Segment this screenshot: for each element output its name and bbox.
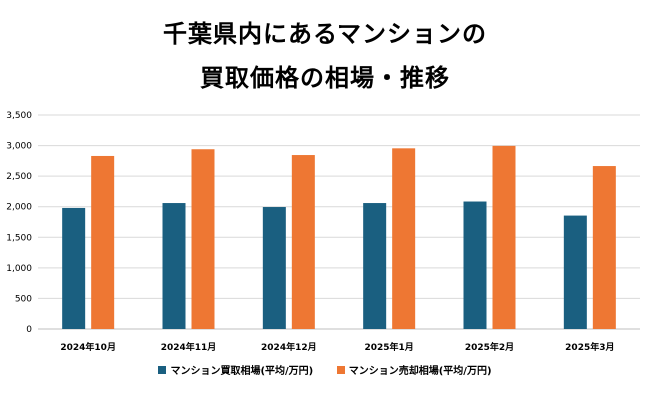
legend-item-buy: マンション買取相場(平均/万円) bbox=[158, 362, 313, 377]
chart-title: 千葉県内にあるマンションの 買取価格の相場・推移 bbox=[0, 12, 650, 100]
bar-buy bbox=[563, 215, 587, 329]
bar-buy bbox=[363, 203, 387, 329]
legend-label-sell: マンション売却相場(平均/万円) bbox=[348, 366, 492, 377]
y-tick-label: 3,000 bbox=[6, 142, 32, 152]
y-tick-label: 1,000 bbox=[6, 264, 32, 274]
y-tick-label: 500 bbox=[15, 294, 32, 304]
bar-sell bbox=[291, 155, 315, 329]
x-tick-label: 2024年10月 bbox=[60, 341, 116, 353]
chart-title-line-1: 千葉県内にあるマンションの bbox=[162, 20, 488, 48]
bar-buy bbox=[62, 207, 86, 329]
x-tick-label: 2025年3月 bbox=[565, 341, 614, 353]
bar-sell bbox=[392, 148, 416, 329]
chart-legend: マンション買取相場(平均/万円) マンション売却相場(平均/万円) bbox=[0, 362, 650, 377]
x-tick-label: 2025年2月 bbox=[465, 341, 514, 353]
legend-item-sell: マンション売却相場(平均/万円) bbox=[336, 362, 492, 377]
bar-buy bbox=[162, 203, 186, 329]
y-tick-label: 1,500 bbox=[6, 233, 32, 243]
x-tick-label: 2024年11月 bbox=[161, 341, 217, 353]
legend-swatch-sell bbox=[336, 365, 345, 374]
y-tick-label: 0 bbox=[26, 325, 32, 335]
legend-swatch-buy bbox=[158, 365, 167, 374]
y-tick-label: 3,500 bbox=[6, 111, 32, 121]
x-tick-label: 2024年12月 bbox=[261, 341, 317, 353]
y-tick-label: 2,500 bbox=[6, 172, 32, 182]
y-tick-label: 2,000 bbox=[6, 203, 32, 213]
legend-label-buy: マンション買取相場(平均/万円) bbox=[170, 366, 314, 377]
bar-buy bbox=[463, 201, 487, 329]
bar-sell bbox=[91, 155, 115, 329]
bar-sell bbox=[592, 166, 616, 329]
bar-sell bbox=[492, 145, 516, 329]
bar-sell bbox=[191, 149, 215, 329]
x-tick-label: 2025年1月 bbox=[365, 341, 414, 353]
bar-buy bbox=[262, 207, 286, 329]
chart-title-line-2: 買取価格の相場・推移 bbox=[200, 64, 450, 92]
